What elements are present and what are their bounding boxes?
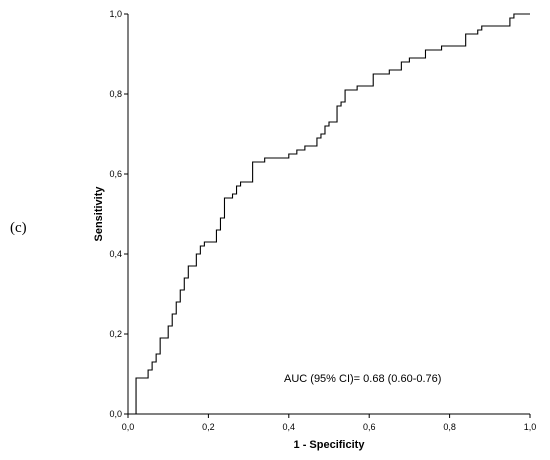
panel-label: (c) — [10, 220, 27, 236]
y-tick-label: 0,2 — [109, 329, 122, 339]
y-tick-label: 0,4 — [109, 249, 122, 259]
roc-curve — [128, 13, 530, 415]
y-tick-label: 1,0 — [109, 9, 122, 19]
y-tick-label: 0,8 — [109, 89, 122, 99]
x-tick-label: 1,0 — [524, 422, 537, 432]
y-ticks: 0,0 0,2 0,4 0,6 0,8 1,0 — [109, 9, 128, 419]
y-tick-label: 0,0 — [109, 409, 122, 419]
x-tick-label: 0,2 — [202, 422, 215, 432]
y-tick-label: 0,6 — [109, 169, 122, 179]
x-axis-title: 1 - Specificity — [294, 439, 366, 451]
x-ticks: 0,0 0,2 0,4 0,6 0,8 1,0 — [122, 414, 537, 432]
x-tick-label: 0,6 — [363, 422, 376, 432]
x-tick-label: 0,8 — [443, 422, 456, 432]
auc-annotation: AUC (95% CI)= 0.68 (0.60-0.76) — [284, 373, 441, 385]
x-tick-label: 0,0 — [122, 422, 135, 432]
axes — [127, 14, 530, 415]
y-axis-title: Sensitivity — [93, 186, 105, 242]
x-tick-label: 0,4 — [283, 422, 296, 432]
